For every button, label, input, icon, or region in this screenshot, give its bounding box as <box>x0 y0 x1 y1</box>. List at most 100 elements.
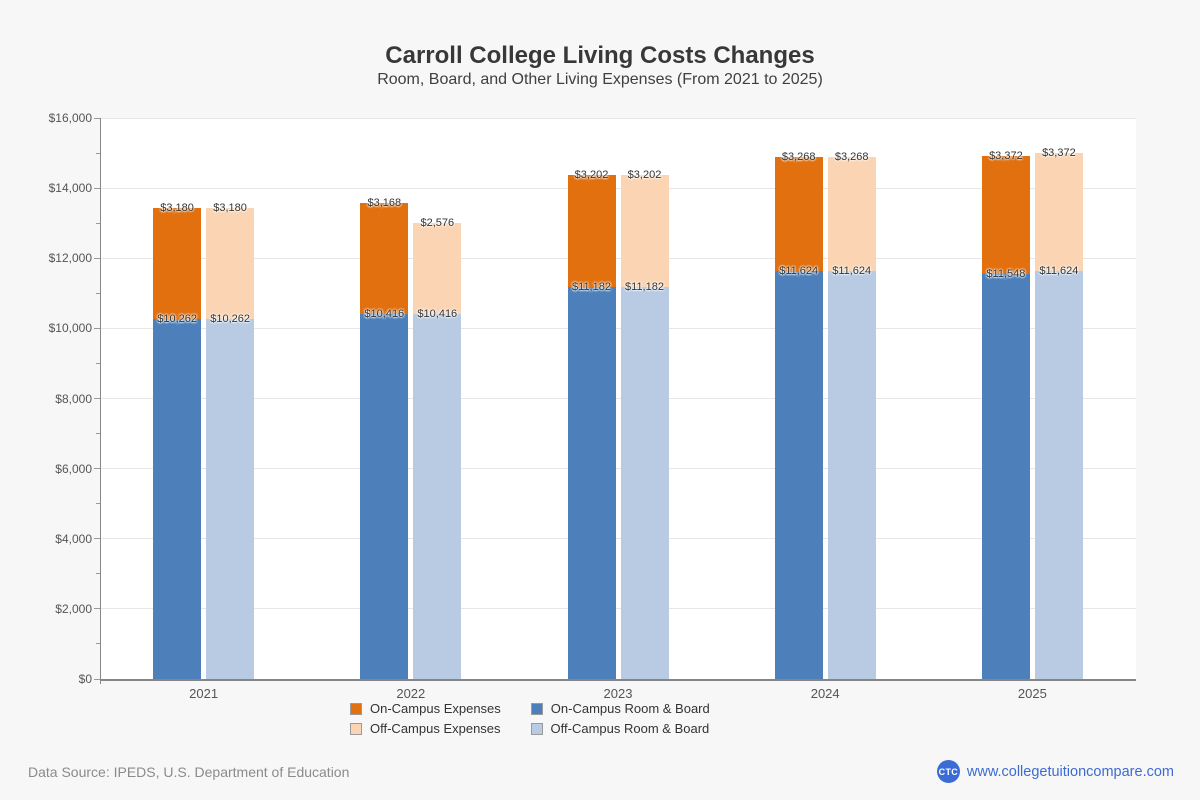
bar-segment[interactable] <box>827 271 876 679</box>
y-major-tick <box>94 608 100 610</box>
bar-value-label: $11,624 <box>1039 265 1079 278</box>
bar-value-label: $10,262 <box>157 313 197 326</box>
y-axis-tick-label: $2,000 <box>55 601 92 616</box>
bar-value-label: $10,416 <box>417 307 458 320</box>
legend-item[interactable]: Off-Campus Expenses <box>350 721 501 736</box>
x-axis-tick-label: 2022 <box>396 686 426 701</box>
bar-value-label: $3,372 <box>1042 147 1076 160</box>
legend-swatch-icon <box>530 702 543 715</box>
bar-segment[interactable] <box>981 274 1030 679</box>
bar-value-label: $3,372 <box>989 149 1023 162</box>
legend-item-label: Off-Campus Room & Board <box>550 721 710 736</box>
y-gridline <box>100 117 1136 119</box>
bar-segment[interactable] <box>774 156 823 272</box>
site-link[interactable]: CTC www.collegetuitioncompare.com <box>936 760 1174 783</box>
y-axis-tick-label: $16,000 <box>48 111 92 125</box>
bar-segment[interactable] <box>827 156 876 272</box>
y-major-tick <box>94 678 100 680</box>
legend-item[interactable]: On-Campus Expenses <box>350 701 501 716</box>
bar-segment[interactable] <box>1034 271 1083 679</box>
y-minor-tick <box>96 292 100 294</box>
bar-value-label: $11,182 <box>625 280 664 293</box>
legend-swatch-icon <box>350 702 362 715</box>
y-gridline <box>100 398 1136 399</box>
y-axis-tick-label: $0 <box>78 672 92 686</box>
y-minor-tick <box>96 503 100 505</box>
bar-segment[interactable] <box>567 174 616 287</box>
legend-item-label: On-Campus Room & Board <box>550 701 710 716</box>
y-gridline <box>100 327 1136 329</box>
bar-segment[interactable] <box>153 207 202 320</box>
y-axis <box>100 118 101 679</box>
site-url: www.collegetuitioncompare.com <box>966 763 1174 780</box>
legend: On-Campus Expenses On-Campus Room & Board… <box>350 701 855 736</box>
bar-value-label: $3,268 <box>834 150 869 163</box>
bar-value-label: $11,548 <box>986 268 1026 281</box>
y-minor-tick <box>96 362 100 364</box>
y-major-tick <box>94 468 100 470</box>
y-minor-tick <box>96 152 100 154</box>
bar-value-label: $11,624 <box>832 265 872 278</box>
y-gridline <box>100 608 1136 610</box>
legend-item[interactable]: On-Campus Room & Board <box>530 701 710 716</box>
x-axis <box>100 679 1136 681</box>
bar-segment[interactable] <box>620 174 669 287</box>
x-axis-tick-label: 2024 <box>810 686 840 701</box>
x-axis-tick-label: 2025 <box>1017 686 1047 701</box>
chart-subtitle: Room, Board, and Other Living Expenses (… <box>377 71 823 88</box>
bar-value-label: $10,416 <box>364 307 405 320</box>
y-axis-tick-label: $14,000 <box>48 181 92 196</box>
y-axis-tick-label: $6,000 <box>55 461 92 476</box>
legend-swatch-icon <box>530 722 543 735</box>
y-major-tick <box>94 538 100 540</box>
bar-value-label: $2,576 <box>420 217 455 230</box>
bar-segment[interactable] <box>774 271 823 679</box>
bar-value-label: $3,268 <box>781 150 816 163</box>
y-minor-tick <box>96 643 100 645</box>
legend-item[interactable]: Off-Campus Room & Board <box>530 721 710 736</box>
y-major-tick <box>94 187 100 189</box>
bar-value-label: $3,180 <box>213 201 247 214</box>
y-axis-tick-label: $8,000 <box>55 391 92 406</box>
y-minor-tick <box>96 222 100 224</box>
bar-value-label: $10,262 <box>210 313 250 326</box>
bar-value-label: $3,180 <box>160 201 194 214</box>
legend-item-label: Off-Campus Expenses <box>370 721 501 736</box>
legend-swatch-icon <box>350 722 362 735</box>
bar-segment[interactable] <box>153 319 202 679</box>
y-major-tick <box>94 327 100 329</box>
bar-segment[interactable] <box>567 286 616 679</box>
y-axis-tick-label: $10,000 <box>48 321 92 336</box>
bar-segment[interactable] <box>206 207 255 320</box>
y-gridline <box>100 257 1136 259</box>
bar-value-label: $3,202 <box>627 168 662 181</box>
y-minor-tick <box>96 433 100 435</box>
y-gridline <box>100 468 1136 470</box>
bar-segment[interactable] <box>620 286 669 679</box>
bar-value-label: $11,624 <box>779 265 819 278</box>
bar-value-label: $11,182 <box>572 280 611 293</box>
data-source-note: Data Source: IPEDS, U.S. Department of E… <box>28 764 350 780</box>
legend-item-label: On-Campus Expenses <box>370 701 501 716</box>
bar-segment[interactable] <box>413 223 462 314</box>
bar-value-label: $3,202 <box>574 168 609 181</box>
x-axis-tick-label: 2021 <box>189 686 219 701</box>
y-gridline <box>100 187 1136 189</box>
bar-segment[interactable] <box>1034 153 1083 272</box>
x-axis-tick-label: 2023 <box>603 686 633 701</box>
ctc-logo-icon: CTC <box>936 760 960 783</box>
chart-title: Carroll College Living Costs Changes <box>385 42 815 69</box>
bar-segment[interactable] <box>360 313 409 679</box>
bar-segment[interactable] <box>981 155 1030 275</box>
bar-segment[interactable] <box>206 319 255 679</box>
bar-value-label: $3,168 <box>367 196 402 209</box>
y-minor-tick <box>96 573 100 575</box>
bar-segment[interactable] <box>413 313 462 679</box>
y-major-tick <box>94 257 100 259</box>
y-axis-tick-label: $12,000 <box>48 251 92 266</box>
bar-segment[interactable] <box>360 202 409 314</box>
y-major-tick <box>94 398 100 399</box>
y-axis-tick-label: $4,000 <box>55 531 92 546</box>
y-gridline <box>100 538 1136 540</box>
